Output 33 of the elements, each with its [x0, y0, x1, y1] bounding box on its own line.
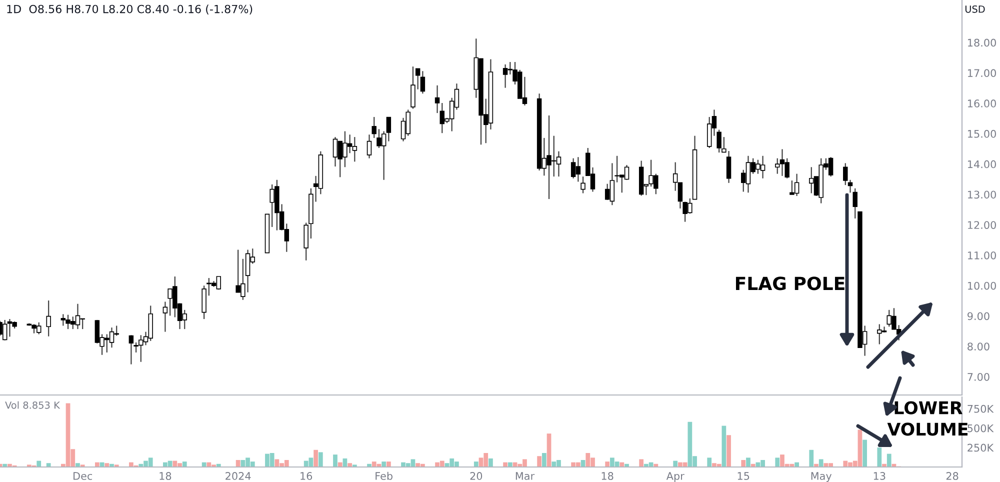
y-tick-label: 11.00	[968, 251, 996, 260]
y-tick-label: 16.00	[968, 100, 996, 108]
annotation: Vol 8.853 K	[5, 401, 60, 409]
x-tick-label: Mar	[516, 472, 535, 480]
text: USD	[965, 5, 985, 13]
annotation: LOWER VOLUME	[887, 401, 968, 436]
x-tick-label: Dec	[74, 472, 92, 480]
y-tick-label: 250K	[968, 444, 994, 452]
y-tick-label: 9.00	[968, 312, 990, 320]
y-tick-label: 10.00	[968, 282, 996, 290]
x-tick-label: 15	[738, 472, 750, 480]
x-tick-label: Feb	[376, 472, 392, 480]
x-tick-label: 20	[470, 472, 482, 480]
y-tick-label: 14.00	[968, 160, 996, 168]
y-tick-label: 15.00	[968, 130, 996, 138]
y-tick-label: 17.00	[968, 69, 996, 78]
y-tick-label: 750K	[968, 404, 994, 413]
x-tick-label: 13	[874, 472, 886, 480]
y-tick-label: 13.00	[968, 190, 996, 199]
x-tick-label: 16	[300, 472, 312, 480]
y-tick-label: 18.00	[968, 38, 996, 47]
y-tick-label: 12.00	[968, 221, 996, 229]
annotation: FLAG POLE	[736, 276, 844, 290]
x-tick-label: 2024	[226, 472, 251, 480]
annotation: 1D O8.56 H8.70 L8.20 C8.40 -0.16 (-1.87%)	[7, 4, 252, 15]
x-tick-label: May	[811, 472, 832, 482]
x-tick-label: Apr	[666, 472, 684, 482]
y-tick-label: 8.00	[968, 342, 990, 350]
x-tick-label: 18	[602, 472, 614, 480]
x-tick-label: 18	[160, 472, 172, 480]
x-tick-label: 28	[946, 472, 958, 480]
y-tick-label: 500K	[968, 424, 994, 432]
y-tick-label: 7.00	[968, 372, 990, 381]
